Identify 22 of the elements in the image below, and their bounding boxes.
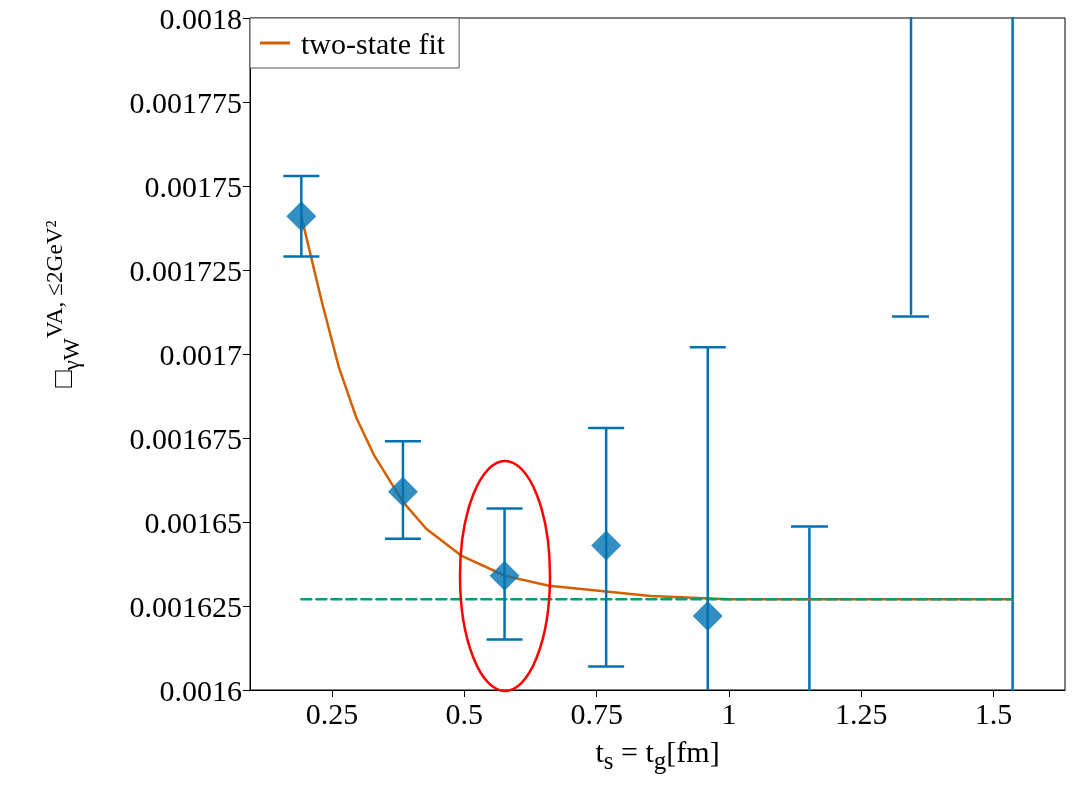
x-tick-label: 1.25 — [835, 696, 888, 730]
point — [591, 530, 622, 561]
y-tick-label: 0.001625 — [129, 589, 242, 623]
y-tick-label: 0.0018 — [159, 1, 242, 35]
point — [489, 560, 520, 591]
y-tick-label: 0.001775 — [129, 85, 242, 119]
x-tick-label: 0.25 — [305, 696, 359, 730]
x-tick-label: 0.5 — [445, 696, 484, 730]
y-tick-label: 0.001725 — [129, 253, 242, 287]
point — [286, 201, 317, 232]
y-tick-label: 0.00175 — [144, 169, 242, 203]
y-tick-label: 0.0017 — [159, 337, 242, 371]
y-tick-label: 0.001675 — [129, 421, 242, 455]
x-tick-label: 1 — [721, 696, 737, 730]
y-tick-label: 0.00165 — [144, 505, 242, 539]
x-tick-label: 0.75 — [570, 696, 623, 730]
y-tick-label: 0.0016 — [159, 673, 242, 707]
x-tick-label: 1.5 — [974, 696, 1013, 730]
x-axis-title: t$_{s}$ = t$_{g}$[fm] — [595, 735, 720, 775]
point — [692, 601, 723, 632]
legend-label: two-state fit — [301, 26, 446, 60]
point — [387, 476, 418, 507]
